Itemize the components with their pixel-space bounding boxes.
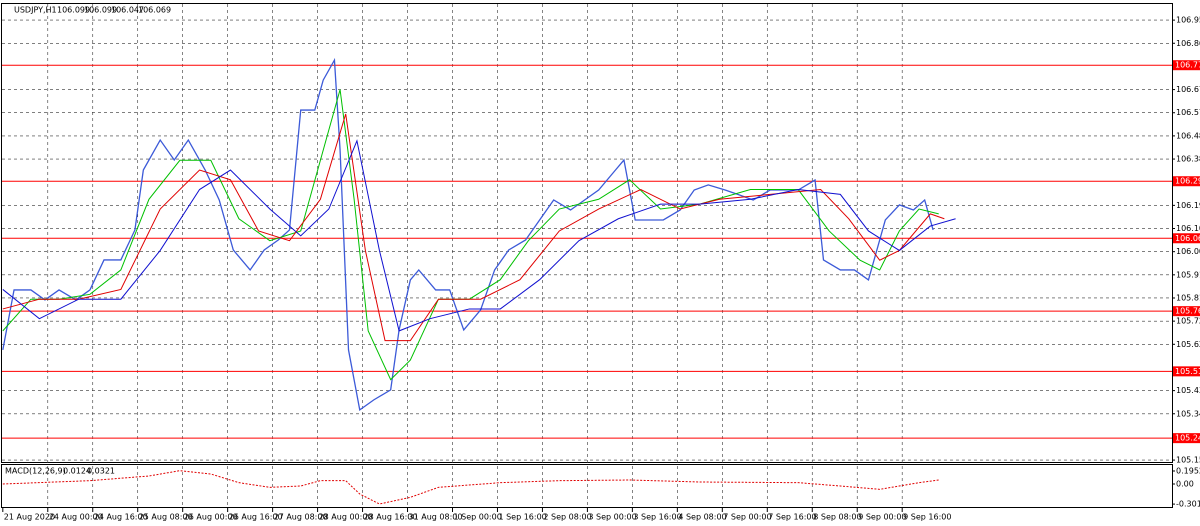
y-tick-label: 106.100 <box>1176 224 1200 233</box>
x-tick-label: 27 Aug 08:00 <box>274 513 328 522</box>
x-tick-label: 9 Sep 00:00 <box>858 513 906 522</box>
series-line <box>2 89 939 381</box>
level-tag <box>1173 433 1200 444</box>
x-tick-label: 4 Sep 08:00 <box>678 513 726 522</box>
y-tick-label: 106.575 <box>1176 108 1200 117</box>
x-tick-label: 24 Aug 00:00 <box>49 513 103 522</box>
y-tick-label: 0.1952 <box>1176 466 1200 475</box>
level-label: 105.761 <box>1175 307 1200 316</box>
y-tick-label: 106.480 <box>1176 131 1200 140</box>
macd-signal: 0.0321 <box>87 467 115 476</box>
series-line <box>2 113 945 342</box>
macd-title: MACD(12,26,9) <box>5 467 66 476</box>
level-tag <box>1173 60 1200 71</box>
main-pane <box>1 3 1173 463</box>
y-tick-label: 105.150 <box>1176 456 1200 465</box>
x-tick-label: 1 Sep 00:00 <box>453 513 501 522</box>
x-tick-label: 31 Aug 08:00 <box>409 513 463 522</box>
x-tick-label: 26 Aug 16:00 <box>229 513 283 522</box>
y-tick-label: 105.815 <box>1176 293 1200 302</box>
x-tick-label: 26 Aug 00:00 <box>184 513 238 522</box>
x-tick-label: 25 Aug 08:00 <box>139 513 193 522</box>
level-tag <box>1173 306 1200 317</box>
level-tag <box>1173 176 1200 187</box>
x-tick-label: 21 Aug 2020 <box>4 513 55 522</box>
level-label: 106.770 <box>1175 61 1200 70</box>
x-tick-label: 3 Sep 16:00 <box>633 513 681 522</box>
level-tag <box>1173 366 1200 377</box>
level-label: 106.294 <box>1175 177 1200 186</box>
y-tick-label: 105.720 <box>1176 317 1200 326</box>
level-label: 106.060 <box>1175 234 1200 243</box>
header: USDJPY,H1 106.099 106.099 106.047 106.06… <box>5 6 171 476</box>
y-tick-label: 106.005 <box>1176 247 1200 256</box>
y-tick-label: 105.340 <box>1176 409 1200 418</box>
close: 106.069 <box>138 6 171 15</box>
y-tick-label: 105.435 <box>1176 386 1200 395</box>
macd-main: 0.0124 <box>63 467 91 476</box>
level-label: 105.240 <box>1175 434 1200 443</box>
open: 106.099 <box>57 6 90 15</box>
y-tick-label: 106.385 <box>1176 155 1200 164</box>
x-tick-label: 1 Sep 16:00 <box>498 513 546 522</box>
x-tick-label: 28 Aug 00:00 <box>319 513 373 522</box>
x-tick-label: 8 Sep 08:00 <box>813 513 861 522</box>
x-tick-label: 3 Sep 00:00 <box>588 513 636 522</box>
high: 106.099 <box>84 6 117 15</box>
y-tick-label: 106.860 <box>1176 39 1200 48</box>
level-label: 105.514 <box>1175 367 1200 376</box>
y-tick-label: 105.910 <box>1176 270 1200 279</box>
y-tick-label: 106.195 <box>1176 201 1200 210</box>
x-tick-label: 7 Sep 16:00 <box>768 513 816 522</box>
x-tick-label: 28 Aug 16:00 <box>364 513 418 522</box>
series-line <box>2 139 956 332</box>
x-tick-label: 2 Sep 08:00 <box>543 513 591 522</box>
level-tag <box>1173 233 1200 244</box>
x-tick-label: 24 Aug 16:00 <box>94 513 148 522</box>
y-tick-label: 106.955 <box>1176 16 1200 25</box>
y-tick-label: 0.00 <box>1176 480 1194 489</box>
y-tick-label: -0.3014 <box>1176 500 1200 509</box>
low: 106.047 <box>111 6 144 15</box>
x-tick-label: 7 Sep 00:00 <box>723 513 771 522</box>
x-tick-label: 9 Sep 16:00 <box>903 513 951 522</box>
symbol: USDJPY,H1 <box>14 6 57 15</box>
y-tick-label: 105.625 <box>1176 340 1200 349</box>
macd-pane <box>1 464 1173 508</box>
y-tick-label: 106.670 <box>1176 85 1200 94</box>
series-line <box>2 470 939 505</box>
